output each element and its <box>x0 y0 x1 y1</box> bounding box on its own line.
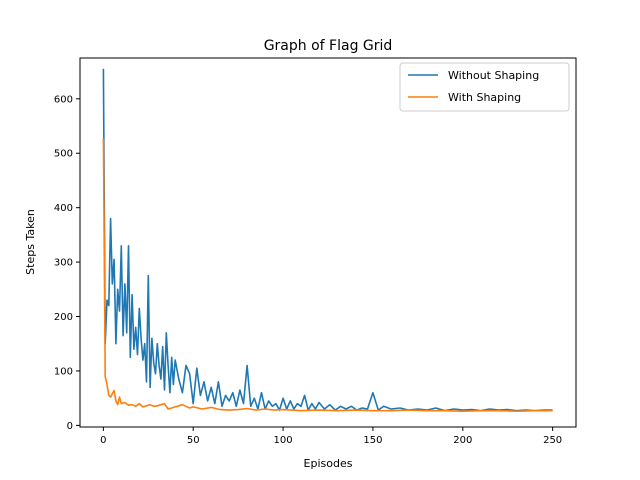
series-line-with-shaping <box>102 138 553 413</box>
x-tick-label: 150 <box>363 435 382 446</box>
x-tick-label: 250 <box>543 435 562 446</box>
plot-frame <box>79 57 577 428</box>
y-tick-label: 500 <box>54 149 73 160</box>
x-tick-label: 200 <box>453 435 472 446</box>
y-tick-label: 300 <box>54 258 73 269</box>
x-tick-label: 50 <box>187 435 200 446</box>
chart-title: Graph of Flag Grid <box>264 38 393 54</box>
y-tick-label: 600 <box>54 94 73 105</box>
y-tick-label: 0 <box>67 421 73 432</box>
series-line-without-shaping <box>102 68 553 412</box>
x-axis-ticks: 0 50 100 150 200 250 <box>100 427 562 446</box>
y-tick-label: 400 <box>54 203 73 214</box>
y-axis-label: Steps Taken <box>24 209 37 275</box>
y-tick-label: 200 <box>54 312 73 323</box>
x-tick-label: 0 <box>100 435 106 446</box>
y-axis-ticks: 0 100 200 300 400 500 600 <box>54 94 80 432</box>
legend-box <box>399 62 570 112</box>
legend: Without Shaping With Shaping <box>399 62 570 112</box>
y-tick-label: 100 <box>54 366 73 377</box>
legend-label-without-shaping: Without Shaping <box>448 69 539 82</box>
x-axis-label: Episodes <box>304 457 353 470</box>
plot-lines <box>102 68 553 413</box>
legend-label-with-shaping: With Shaping <box>448 91 521 104</box>
x-tick-label: 100 <box>274 435 293 446</box>
